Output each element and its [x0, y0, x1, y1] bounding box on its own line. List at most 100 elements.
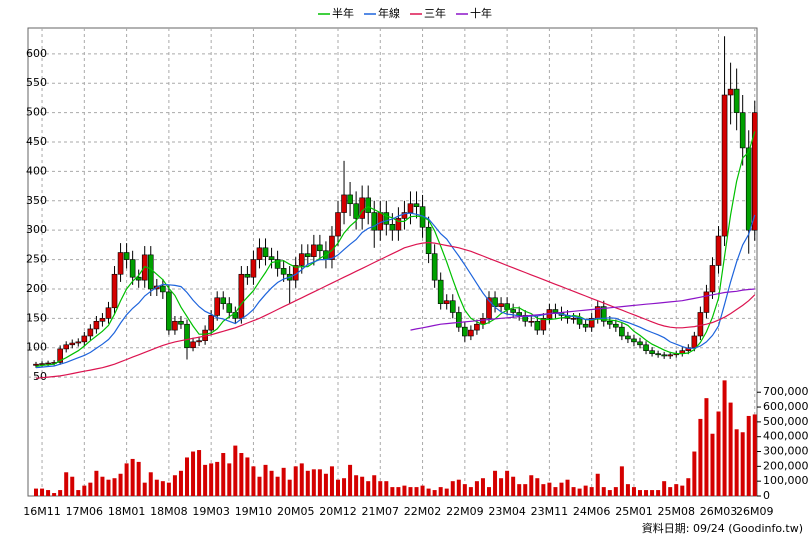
x-tick-label: 21M07	[362, 505, 400, 518]
candle-body	[220, 297, 227, 304]
ma-line	[35, 241, 756, 379]
volume-bar	[390, 487, 395, 496]
candle-body	[99, 318, 106, 322]
volume-bar	[106, 479, 111, 496]
candle-body	[184, 323, 190, 349]
candle-body	[359, 197, 365, 219]
candle-body	[353, 203, 359, 219]
volume-bar	[571, 487, 576, 496]
candle-body	[570, 318, 577, 320]
legend-label: 十年	[470, 6, 492, 20]
candle-body	[625, 335, 631, 340]
volume-bar	[668, 487, 673, 496]
volume-bar	[160, 481, 165, 496]
candle-body	[69, 342, 76, 346]
x-tick-label: 19M03	[192, 505, 230, 518]
candle-body	[528, 320, 535, 323]
volume-bar	[462, 484, 467, 496]
volume-bar	[275, 476, 280, 496]
volume-bar	[408, 487, 413, 496]
volume-bar	[511, 476, 516, 496]
volume-bar	[172, 475, 177, 496]
candle-body	[341, 194, 347, 213]
volume-bar	[631, 487, 636, 496]
candle-body	[733, 88, 740, 113]
volume-bar	[517, 484, 522, 496]
volume-bar	[589, 487, 594, 496]
volume-bar	[613, 487, 618, 496]
volume-bar	[577, 488, 582, 496]
candle-body	[474, 323, 480, 331]
volume-bar	[305, 470, 310, 496]
candle-body	[238, 273, 245, 319]
x-tick-label: 22M09	[446, 505, 484, 518]
candle-body	[172, 320, 178, 331]
volume-bar	[323, 473, 328, 496]
candle-body	[697, 312, 704, 337]
candle-body	[606, 320, 613, 325]
candle-body	[280, 268, 287, 275]
volume-bar	[227, 463, 232, 496]
volume-bar	[378, 481, 383, 496]
y2-tick-label: 500,000	[763, 415, 808, 428]
volume-bar	[746, 415, 751, 496]
candle-body	[462, 326, 468, 337]
volume-bar	[686, 478, 691, 496]
ma-line	[410, 288, 755, 331]
volume-bar	[565, 479, 570, 496]
volume-bar	[493, 470, 498, 496]
candle-body	[105, 307, 112, 319]
y-tick-label: 400	[26, 164, 47, 177]
volume-bar	[58, 490, 63, 496]
volume-bar	[529, 475, 534, 496]
volume-bar	[716, 411, 721, 496]
volume-bar	[740, 432, 745, 496]
candle-body	[395, 218, 402, 231]
candle-body	[498, 303, 504, 307]
candle-body	[721, 94, 728, 237]
volume-bar	[722, 380, 727, 496]
y-tick-label: 350	[26, 194, 47, 207]
candle-body	[661, 354, 667, 357]
x-tick-label: 20M12	[319, 505, 357, 518]
candle-body	[468, 329, 474, 337]
y-tick-label: 450	[26, 135, 47, 148]
candle-body	[715, 235, 722, 266]
volume-bar	[396, 487, 401, 496]
volume-bar	[414, 487, 419, 496]
y-tick-label: 300	[26, 223, 47, 236]
volume-bar	[263, 464, 268, 496]
source-note: 資料日期: 09/24 (Goodinfo.tw)	[642, 521, 803, 535]
candle-body	[335, 212, 341, 237]
volume-bar	[474, 481, 479, 496]
y-tick-label: 600	[26, 47, 47, 60]
candle-body	[317, 244, 323, 252]
volume-bar	[456, 479, 461, 496]
y2-tick-label: 0	[763, 489, 770, 502]
candle-body	[437, 279, 444, 304]
y-tick-label: 250	[26, 253, 47, 266]
candle-body	[117, 252, 124, 275]
y-tick-label: 550	[26, 76, 47, 89]
volume-bar	[100, 476, 105, 496]
volume-bar	[402, 485, 407, 496]
candle-body	[371, 212, 378, 231]
y-tick-label: 100	[26, 341, 47, 354]
volume-bar	[625, 484, 630, 496]
candle-body	[751, 112, 758, 231]
volume-bar	[499, 478, 504, 496]
x-tick-label: 24M06	[573, 505, 611, 518]
volume-bar	[88, 482, 93, 496]
candle-body	[208, 315, 214, 331]
volume-bar	[638, 490, 642, 496]
volume-bar	[221, 453, 226, 496]
volume-bar	[420, 485, 425, 496]
volume-bar	[148, 472, 153, 496]
volume-bar	[372, 475, 377, 496]
candle-body	[691, 335, 698, 349]
candle-body	[407, 203, 414, 213]
volume-bar	[553, 487, 558, 496]
y-tick-label: 200	[26, 282, 47, 295]
candle-body	[576, 318, 583, 325]
